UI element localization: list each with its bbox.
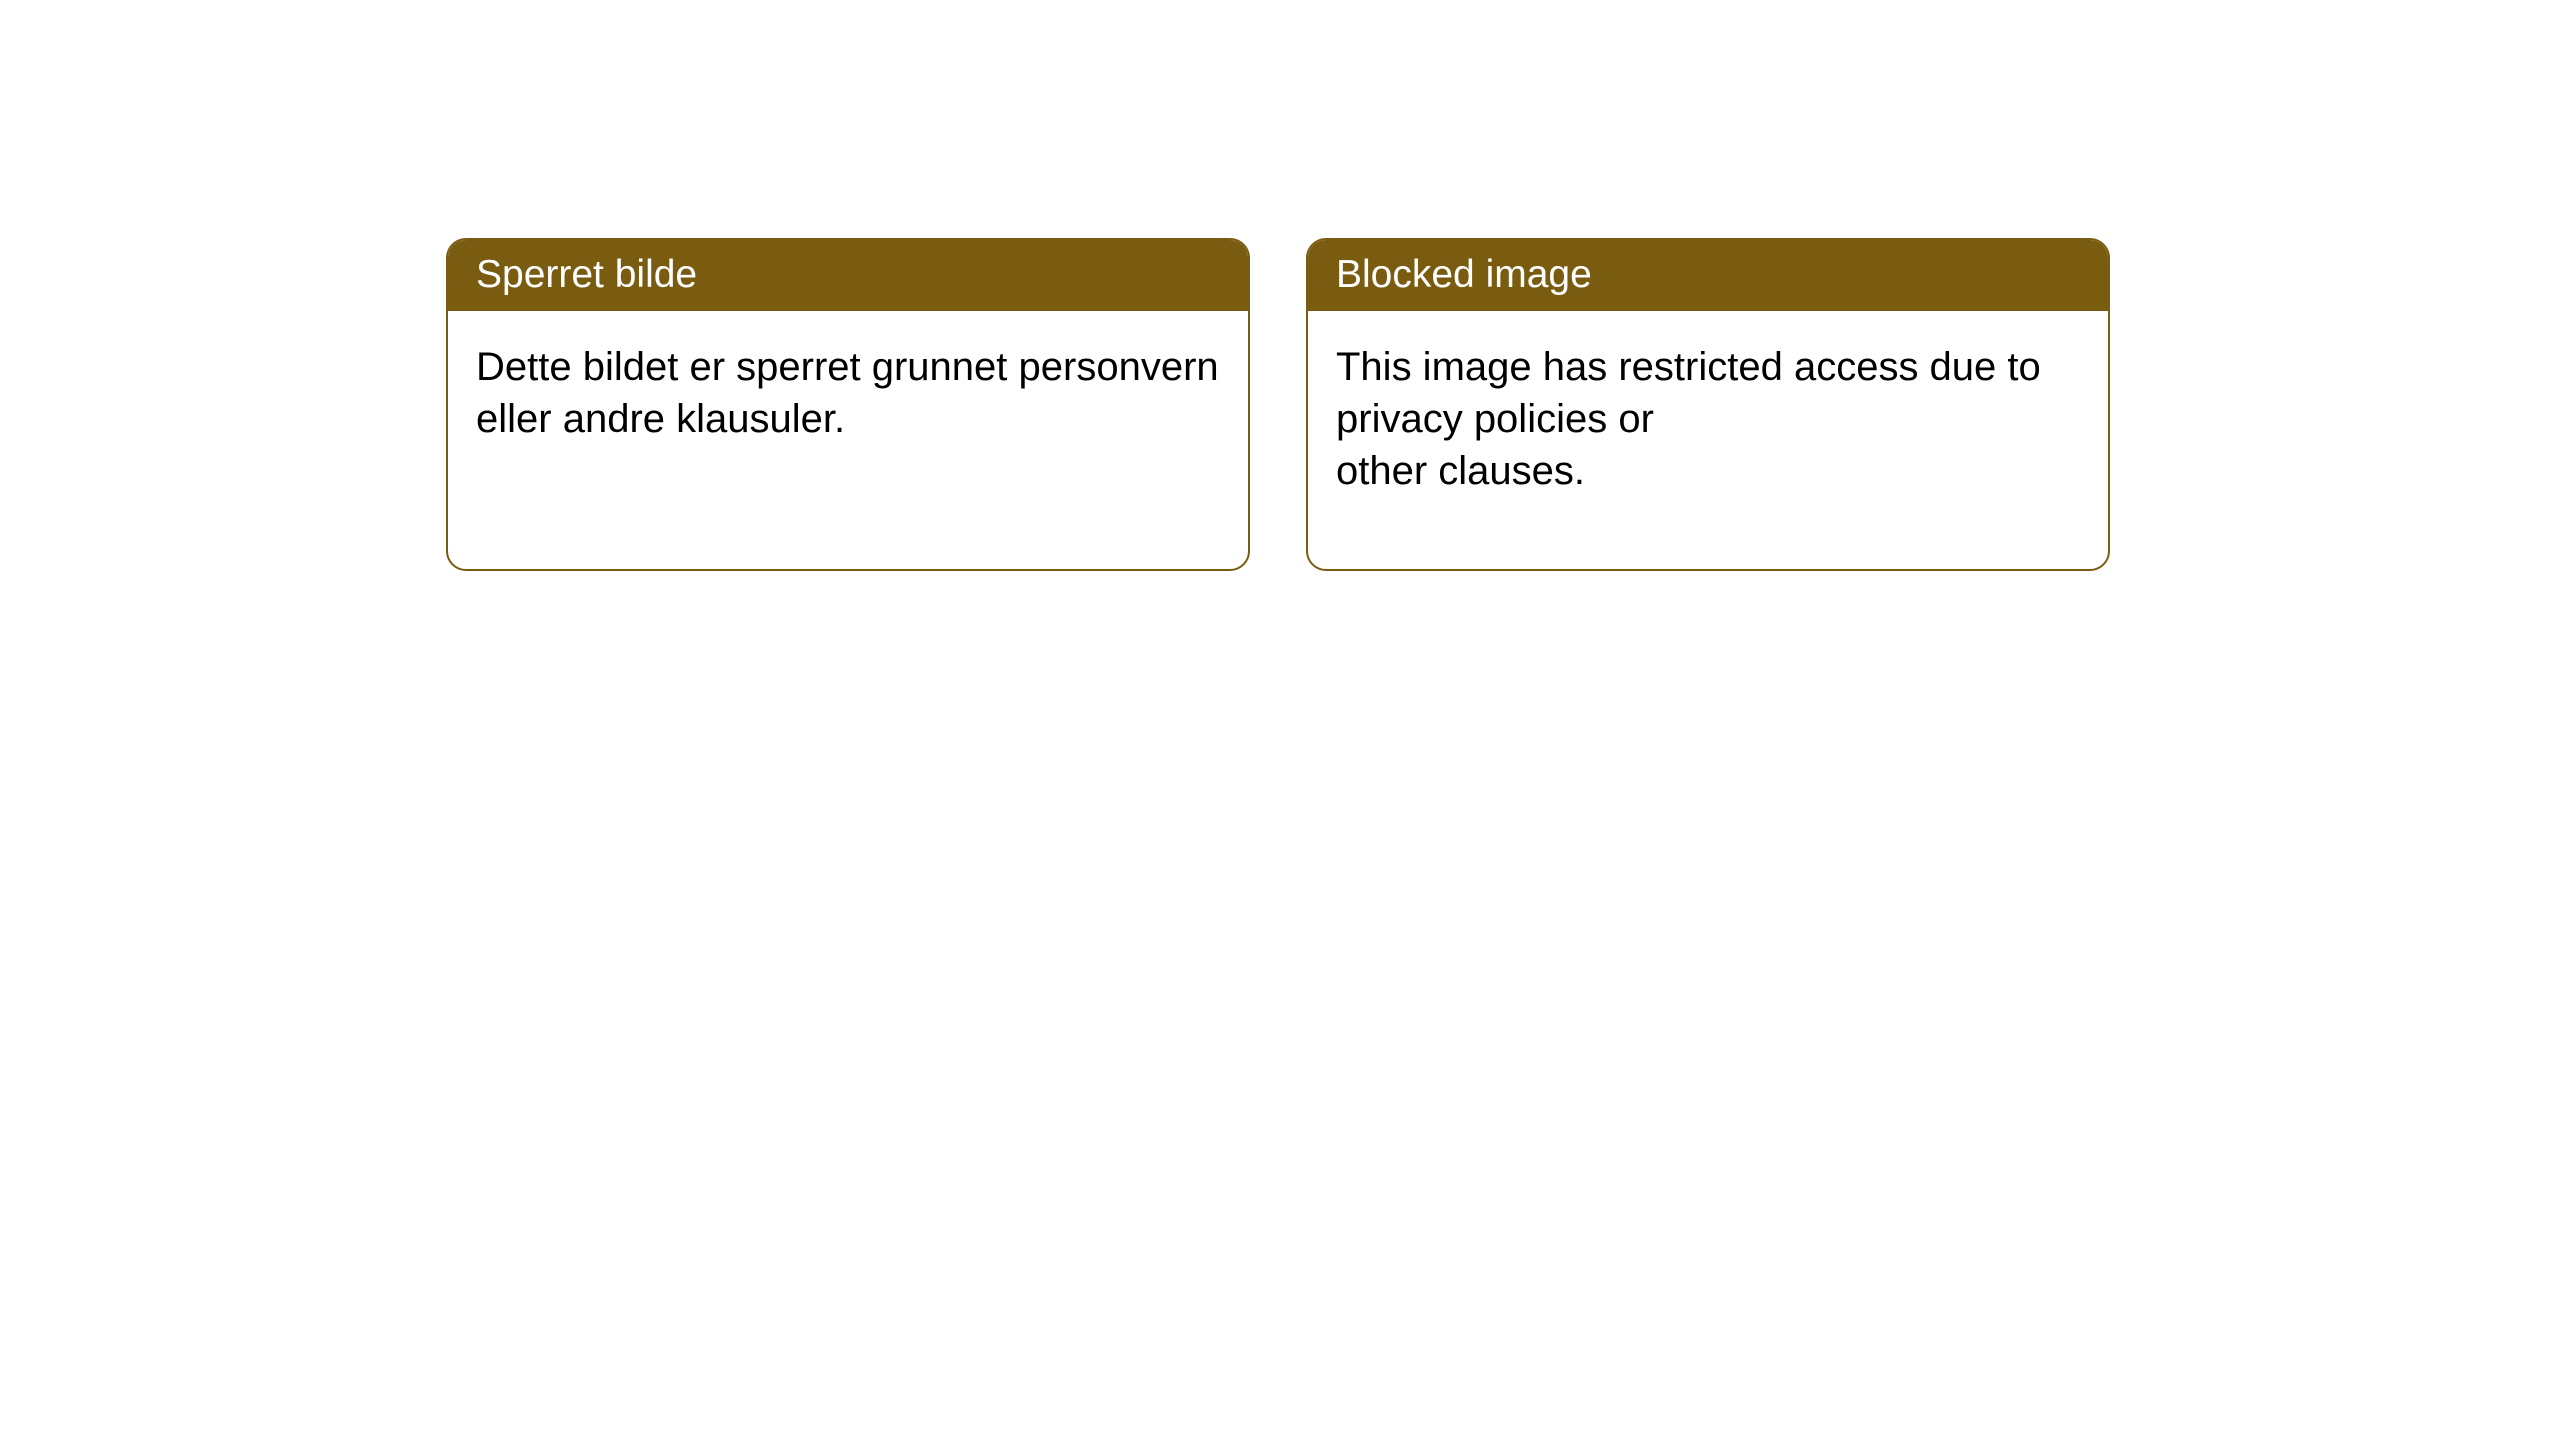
notice-card-title: Sperret bilde bbox=[448, 240, 1248, 311]
notice-card-english: Blocked image This image has restricted … bbox=[1306, 238, 2110, 571]
notice-card-body: Dette bildet er sperret grunnet personve… bbox=[448, 311, 1248, 475]
notice-container: Sperret bilde Dette bildet er sperret gr… bbox=[0, 0, 2560, 571]
notice-card-norwegian: Sperret bilde Dette bildet er sperret gr… bbox=[446, 238, 1250, 571]
notice-card-body: This image has restricted access due to … bbox=[1308, 311, 2108, 527]
notice-card-title: Blocked image bbox=[1308, 240, 2108, 311]
